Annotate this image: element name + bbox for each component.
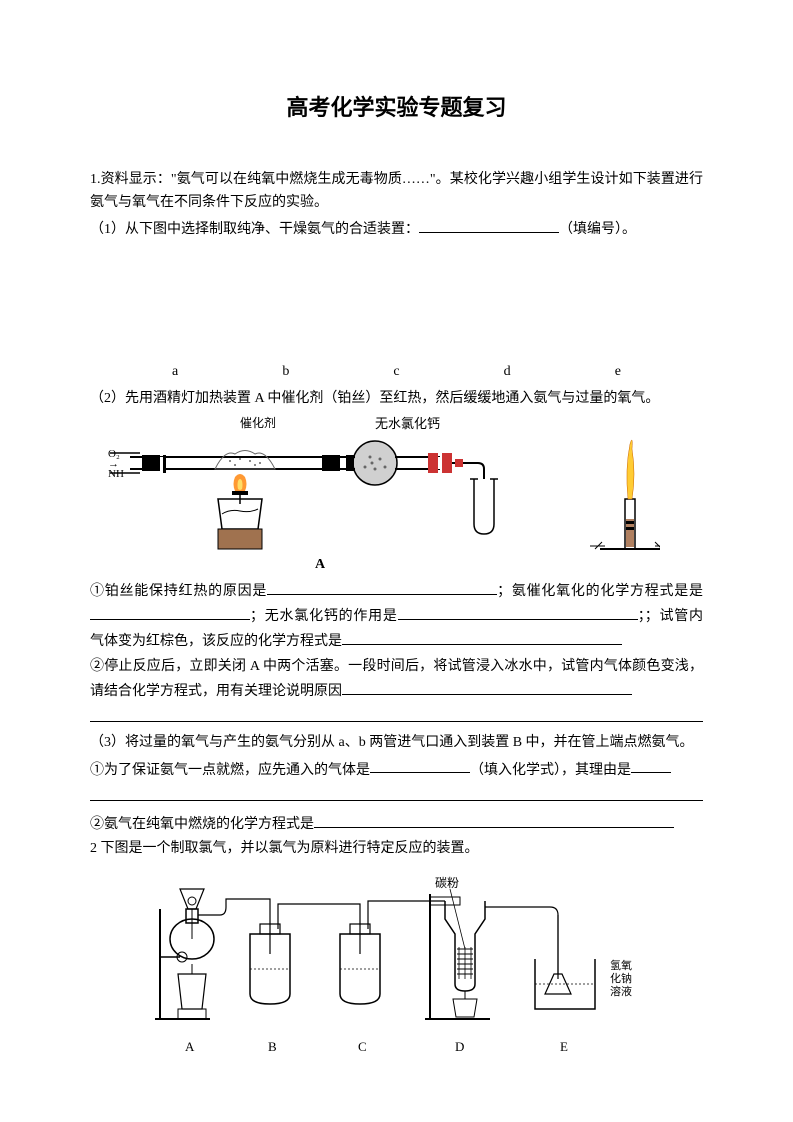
- blank-1a[interactable]: [267, 578, 497, 595]
- option-d: d: [504, 361, 511, 383]
- option-b: b: [282, 361, 289, 383]
- q2-number: 2: [90, 841, 97, 856]
- q1-options-row: a b c d e: [90, 361, 703, 383]
- q1-sub3-1b: （填入化学式），其理由是: [470, 762, 631, 777]
- svg-text:化钠: 化钠: [610, 971, 632, 985]
- q1-part1: （1）从下图中选择制取纯净、干燥氨气的合适装置： （填编号）。: [90, 216, 703, 241]
- q1-sub2: ②停止反应后，立即关闭 A 中两个活塞。一段时间后，将试管浸入冰水中，试管内气体…: [90, 656, 703, 704]
- q2-intro-text: 下图是一个制取氯气，并以氯气为原料进行特定反应的装置。: [97, 841, 479, 856]
- apparatus-a-svg: [100, 429, 660, 579]
- option-c: c: [393, 361, 399, 383]
- q1-part1-hint: （填编号）。: [559, 222, 636, 237]
- q1-number: 1.: [90, 172, 101, 187]
- q2-apparatus-diagram: 碳粉: [90, 869, 703, 1039]
- option-a: a: [172, 361, 178, 383]
- q2-intro: 2 下图是一个制取氯气，并以氯气为原料进行特定反应的装置。: [90, 838, 703, 860]
- blank-1b[interactable]: [90, 603, 250, 620]
- q2-label-c: C: [358, 1037, 367, 1058]
- q1-part1-label: （1）从下图中选择制取纯净、干燥氨气的合适装置：: [90, 222, 419, 237]
- svg-text:氢氧: 氢氧: [610, 958, 632, 972]
- q1-sub3-2-text: ②氨气在纯氧中燃烧的化学方程式是: [90, 817, 314, 832]
- blank-1c[interactable]: [398, 603, 638, 620]
- q2-label-d: D: [455, 1037, 464, 1058]
- q1-sub1-b: ；氨催化氧化的化学方程式是: [497, 584, 689, 599]
- q1-sub1-bt: 是: [689, 584, 703, 599]
- q1-apparatus-diagram: 催化剂 无水氯化钙 O₂ → NH A: [90, 414, 703, 574]
- blank-3c[interactable]: [90, 784, 703, 801]
- blank-3a[interactable]: [370, 757, 470, 774]
- q1-intro-text: 资料显示："氨气可以在纯氧中燃烧生成无毒物质……"。某校化学兴趣小组学生设计如下…: [90, 172, 703, 209]
- q1-part1-blank[interactable]: [419, 216, 559, 233]
- q1-part3: （3）将过量的氧气与产生的氨气分别从 a、b 两管进气口通入到装置 B 中，并在…: [90, 732, 703, 754]
- blank-3d[interactable]: [314, 811, 674, 828]
- q2-label-b: B: [268, 1037, 277, 1058]
- q1-sub3-1a: ①为了保证氨气一点就燃，应先通入的气体是: [90, 762, 370, 777]
- blank-3b[interactable]: [631, 757, 671, 774]
- q1-sub3-2: ②氨气在纯氧中燃烧的化学方程式是: [90, 811, 703, 836]
- apparatus-b-svg: 氢氧 化钠 溶液: [150, 879, 670, 1034]
- q2-label-a: A: [185, 1037, 194, 1058]
- q1-part2-label: （2）先用酒精灯加热装置 A 中催化剂（铂丝）至红热，然后缓缓地通入氨气与过量的…: [90, 388, 703, 410]
- blank-1d[interactable]: [342, 628, 622, 645]
- blank-2b[interactable]: [90, 705, 703, 722]
- q1-sub1-a: ①铂丝能保持红热的原因是: [90, 584, 267, 599]
- option-e: e: [615, 361, 621, 383]
- semi1: ；: [638, 609, 645, 624]
- q1-sub1: ①铂丝能保持红热的原因是；氨催化氧化的化学方程式是是；无水氯化钙的作用是；；试管…: [90, 578, 703, 654]
- page-title: 高考化学实验专题复习: [90, 90, 703, 125]
- q1-sub1-c: ；无水氯化钙的作用是: [250, 609, 398, 624]
- q1-intro: 1.资料显示："氨气可以在纯氧中燃烧生成无毒物质……"。某校化学兴趣小组学生设计…: [90, 169, 703, 214]
- blank-2a[interactable]: [342, 678, 632, 695]
- svg-text:溶液: 溶液: [610, 984, 632, 998]
- q1-sub3-1-line2: [90, 784, 703, 809]
- q1-sub2-line2: [90, 705, 703, 730]
- q1-sub3-1: ①为了保证氨气一点就燃，应先通入的气体是 （填入化学式），其理由是: [90, 757, 703, 782]
- q2-label-e: E: [560, 1037, 568, 1058]
